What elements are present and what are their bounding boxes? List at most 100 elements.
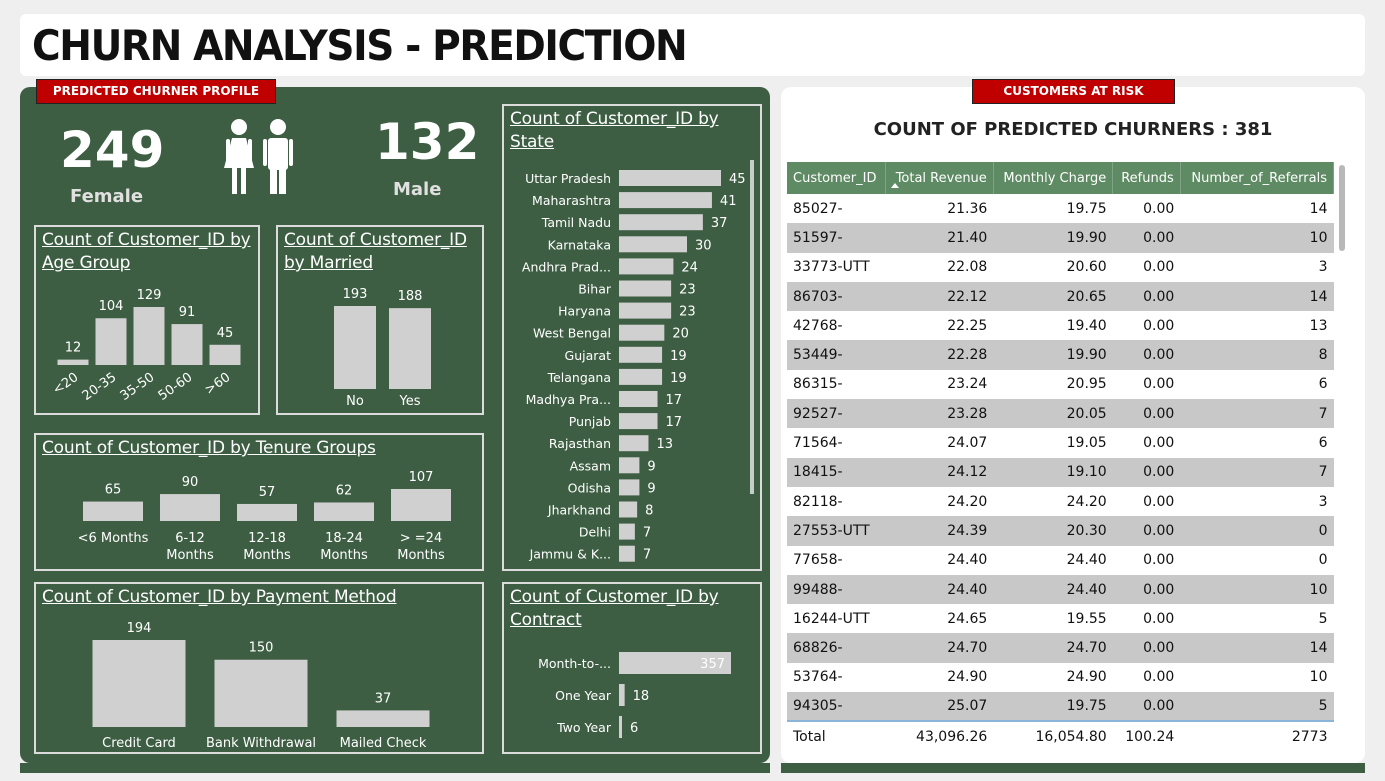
column-header-4[interactable]: Number_of_Referrals xyxy=(1180,162,1335,194)
bar-state-5[interactable] xyxy=(619,280,672,297)
table-row[interactable]: 86315- 23.24 20.95 0.00 6 xyxy=(787,370,1334,399)
table-cell-1: 24.20 xyxy=(947,493,988,510)
bar-state-0[interactable] xyxy=(619,170,721,186)
table-cell-2: 19.90 xyxy=(993,223,1113,253)
bar-state-4[interactable] xyxy=(619,258,674,275)
bar-tenure-1[interactable] xyxy=(160,494,220,521)
bar-tenure-0[interactable] xyxy=(83,501,143,521)
column-header-3[interactable]: Refunds xyxy=(1112,162,1181,194)
bar-age-2[interactable] xyxy=(133,307,165,365)
table-row[interactable]: 53764- 24.90 24.90 0.00 10 xyxy=(787,663,1334,692)
bar-tenure-4[interactable] xyxy=(391,489,451,521)
bar-contract-2[interactable] xyxy=(619,716,622,738)
bar-payment-0[interactable] xyxy=(92,640,186,727)
table-row[interactable]: 42768- 22.25 19.40 0.00 13 xyxy=(787,311,1334,340)
predicted-churners-count: COUNT OF PREDICTED CHURNERS : 381 xyxy=(873,119,1273,140)
table-cell-3: 0.00 xyxy=(1112,516,1181,546)
bar-age-4[interactable] xyxy=(209,344,241,365)
table-cell-4: 8 xyxy=(1180,340,1334,370)
table-header-row: Customer_ID Total Revenue Monthly Charge Re… xyxy=(787,162,1335,194)
category-label-state-14: Odisha xyxy=(568,480,611,495)
bar-state-15[interactable] xyxy=(619,501,638,518)
table-row[interactable]: 85027- 21.36 19.75 0.00 14 xyxy=(787,194,1334,223)
category-label-state-10: Madhya Pra... xyxy=(526,392,611,407)
female-label: Female xyxy=(70,186,144,207)
table-row[interactable]: 53449- 22.28 19.90 0.00 8 xyxy=(787,340,1334,370)
tenure-chart: 65 <6 Months 90 6-12 Months 57 12-18 Months 62 18… xyxy=(78,470,451,563)
bar-state-3[interactable] xyxy=(619,236,687,253)
bar-tenure-3[interactable] xyxy=(314,502,374,521)
bar-payment-2[interactable] xyxy=(336,710,430,727)
bar-married-0[interactable] xyxy=(334,306,376,389)
data-label-state-16: 7 xyxy=(643,526,651,541)
table-row[interactable]: 16244-UTT 24.65 19.55 0.00 5 xyxy=(787,604,1334,633)
table-row[interactable]: 86703- 22.12 20.65 0.00 14 xyxy=(787,281,1334,312)
column-header-2[interactable]: Monthly Charge xyxy=(993,162,1114,194)
bar-state-12[interactable] xyxy=(619,435,649,452)
table-row[interactable]: 27553-UTT 24.39 20.30 0.00 0 xyxy=(787,516,1334,546)
bar-state-13[interactable] xyxy=(619,457,640,474)
data-label-state-11: 17 xyxy=(666,415,683,430)
bar-age-0[interactable] xyxy=(57,359,89,365)
table-cell-4: 10 xyxy=(1309,669,1328,686)
table-row[interactable]: 82118- 24.20 24.20 0.00 3 xyxy=(787,487,1334,516)
table-cell-0: 99488- xyxy=(787,574,886,605)
bar-payment-1[interactable] xyxy=(214,659,308,727)
table-row[interactable]: 77658- 24.40 24.40 0.00 0 xyxy=(787,546,1334,575)
table-cell-0: 53449- xyxy=(787,340,886,370)
table-cell-1: 24.70 xyxy=(885,633,994,663)
bar-state-17[interactable] xyxy=(619,545,635,562)
bar-contract-0[interactable] xyxy=(619,652,731,674)
table-row[interactable]: 68826- 24.70 24.70 0.00 14 xyxy=(787,633,1334,663)
table-cell-4: 5 xyxy=(1180,692,1334,722)
table-cell-2: 19.10 xyxy=(993,457,1113,487)
table-cell-1: 24.40 xyxy=(947,552,988,569)
bar-state-11[interactable] xyxy=(619,413,658,430)
bar-married-1[interactable] xyxy=(389,308,431,389)
table-scrollbar[interactable] xyxy=(1339,165,1345,251)
bar-age-3[interactable] xyxy=(171,324,203,365)
sort-ascending-icon[interactable] xyxy=(891,183,899,188)
category-label-age-0: <20 xyxy=(50,370,81,398)
table-row[interactable]: 18415- 24.12 19.10 0.00 7 xyxy=(787,457,1334,487)
right-footer-strip xyxy=(781,763,1365,773)
table-cell-4: 3 xyxy=(1318,259,1328,276)
table-cell-4: 14 xyxy=(1309,200,1328,217)
bar-state-6[interactable] xyxy=(619,302,672,319)
table-cell-2: 19.55 xyxy=(1066,610,1107,627)
bar-tenure-2[interactable] xyxy=(237,503,297,521)
bar-state-14[interactable] xyxy=(619,479,640,496)
bar-state-8[interactable] xyxy=(619,346,663,363)
bar-state-16[interactable] xyxy=(619,523,635,540)
state-scrollbar[interactable] xyxy=(750,160,754,494)
category-label-state-12: Rajasthan xyxy=(549,436,611,451)
male-count: 132 xyxy=(375,113,480,171)
payment-card: Count of Customer_ID by Payment Method 1… xyxy=(34,582,484,754)
column-header-1[interactable]: Total Revenue xyxy=(885,162,994,194)
bar-state-9[interactable] xyxy=(619,368,663,385)
bar-state-7[interactable] xyxy=(619,324,665,341)
bar-state-1[interactable] xyxy=(619,192,712,209)
married-chart: 193 No 188 Yes xyxy=(334,287,431,409)
table-cell-2: 24.40 xyxy=(1066,552,1107,569)
table-row[interactable]: 71564- 24.07 19.05 0.00 6 xyxy=(787,428,1334,457)
table-cell-4: 6 xyxy=(1318,376,1328,393)
table-total-row: Total 43,096.26 16,054.80 100.24 2773 xyxy=(787,720,1334,753)
table-row[interactable]: 33773-UTT 22.08 20.60 0.00 3 xyxy=(787,253,1334,282)
bar-contract-1[interactable] xyxy=(619,684,625,706)
bar-state-2[interactable] xyxy=(619,214,703,231)
column-header-0[interactable]: Customer_ID xyxy=(787,162,887,194)
bar-state-10[interactable] xyxy=(619,391,658,407)
bar-age-1[interactable] xyxy=(95,318,127,365)
table-cell-2: 24.90 xyxy=(1066,669,1107,686)
header-bar: CHURN ANALYSIS - PREDICTION xyxy=(20,14,1365,76)
table-cell-1: 21.36 xyxy=(947,200,988,217)
table-cell-1: 25.07 xyxy=(885,692,994,722)
table-row[interactable]: 51597- 21.40 19.90 0.00 10 xyxy=(787,223,1334,253)
table-row[interactable]: 99488- 24.40 24.40 0.00 10 xyxy=(787,574,1334,605)
table-row[interactable]: 94305- 25.07 19.75 0.00 5 xyxy=(787,692,1334,722)
data-label-state-7: 20 xyxy=(672,327,689,342)
table-cell-3: 0.00 xyxy=(1143,376,1175,393)
category-label-state-0: Uttar Pradesh xyxy=(525,171,611,186)
table-row[interactable]: 92527- 23.28 20.05 0.00 7 xyxy=(787,399,1334,429)
